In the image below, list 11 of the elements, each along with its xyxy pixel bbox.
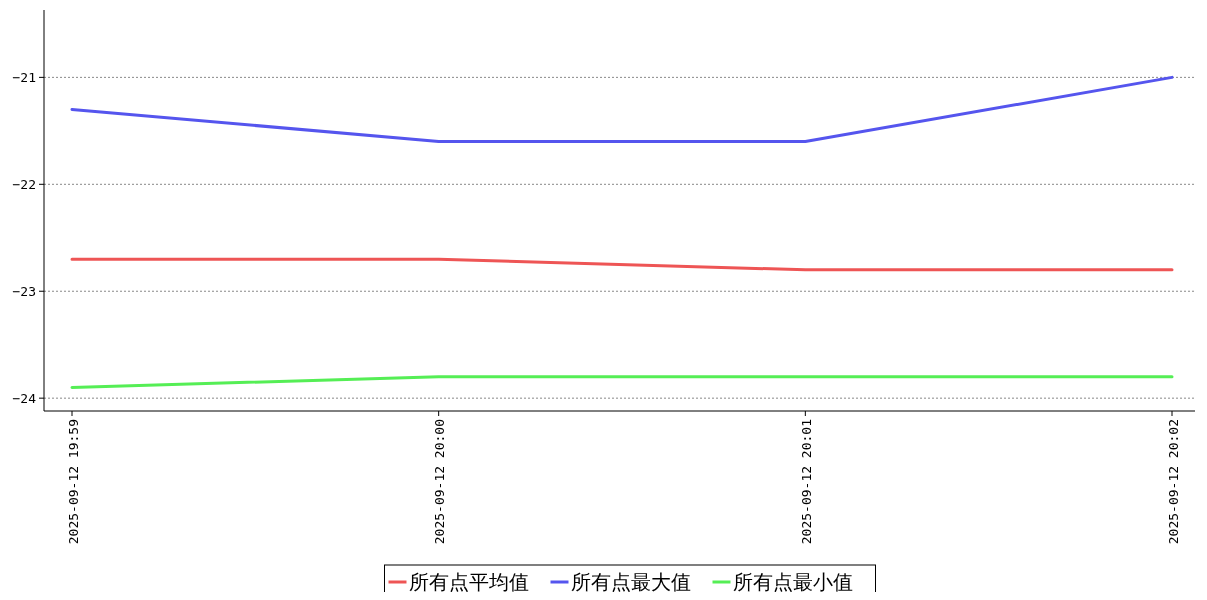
x-tick-label: 2025-09-12 20:02: [1165, 419, 1181, 545]
x-tick-label: 2025-09-12 20:01: [798, 419, 814, 545]
legend-label: 所有点最小值: [732, 570, 853, 594]
x-tick-label: 2025-09-12 19:59: [65, 419, 81, 545]
legend-label: 所有点平均值: [408, 570, 529, 594]
x-tick-label: 2025-09-12 20:00: [432, 419, 448, 545]
y-tick-label: −22: [12, 176, 36, 192]
legend-label: 所有点最大值: [570, 570, 691, 594]
y-tick-label: −23: [12, 283, 36, 299]
y-tick-label: −24: [12, 390, 37, 406]
y-tick-label: −21: [12, 69, 36, 85]
